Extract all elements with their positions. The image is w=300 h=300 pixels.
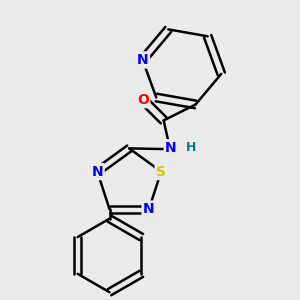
Text: N: N — [137, 53, 148, 67]
Text: N: N — [165, 141, 176, 154]
Text: S: S — [156, 165, 166, 178]
Text: N: N — [143, 202, 155, 216]
Text: N: N — [92, 165, 103, 178]
Text: H: H — [186, 141, 196, 154]
Text: O: O — [137, 93, 149, 107]
